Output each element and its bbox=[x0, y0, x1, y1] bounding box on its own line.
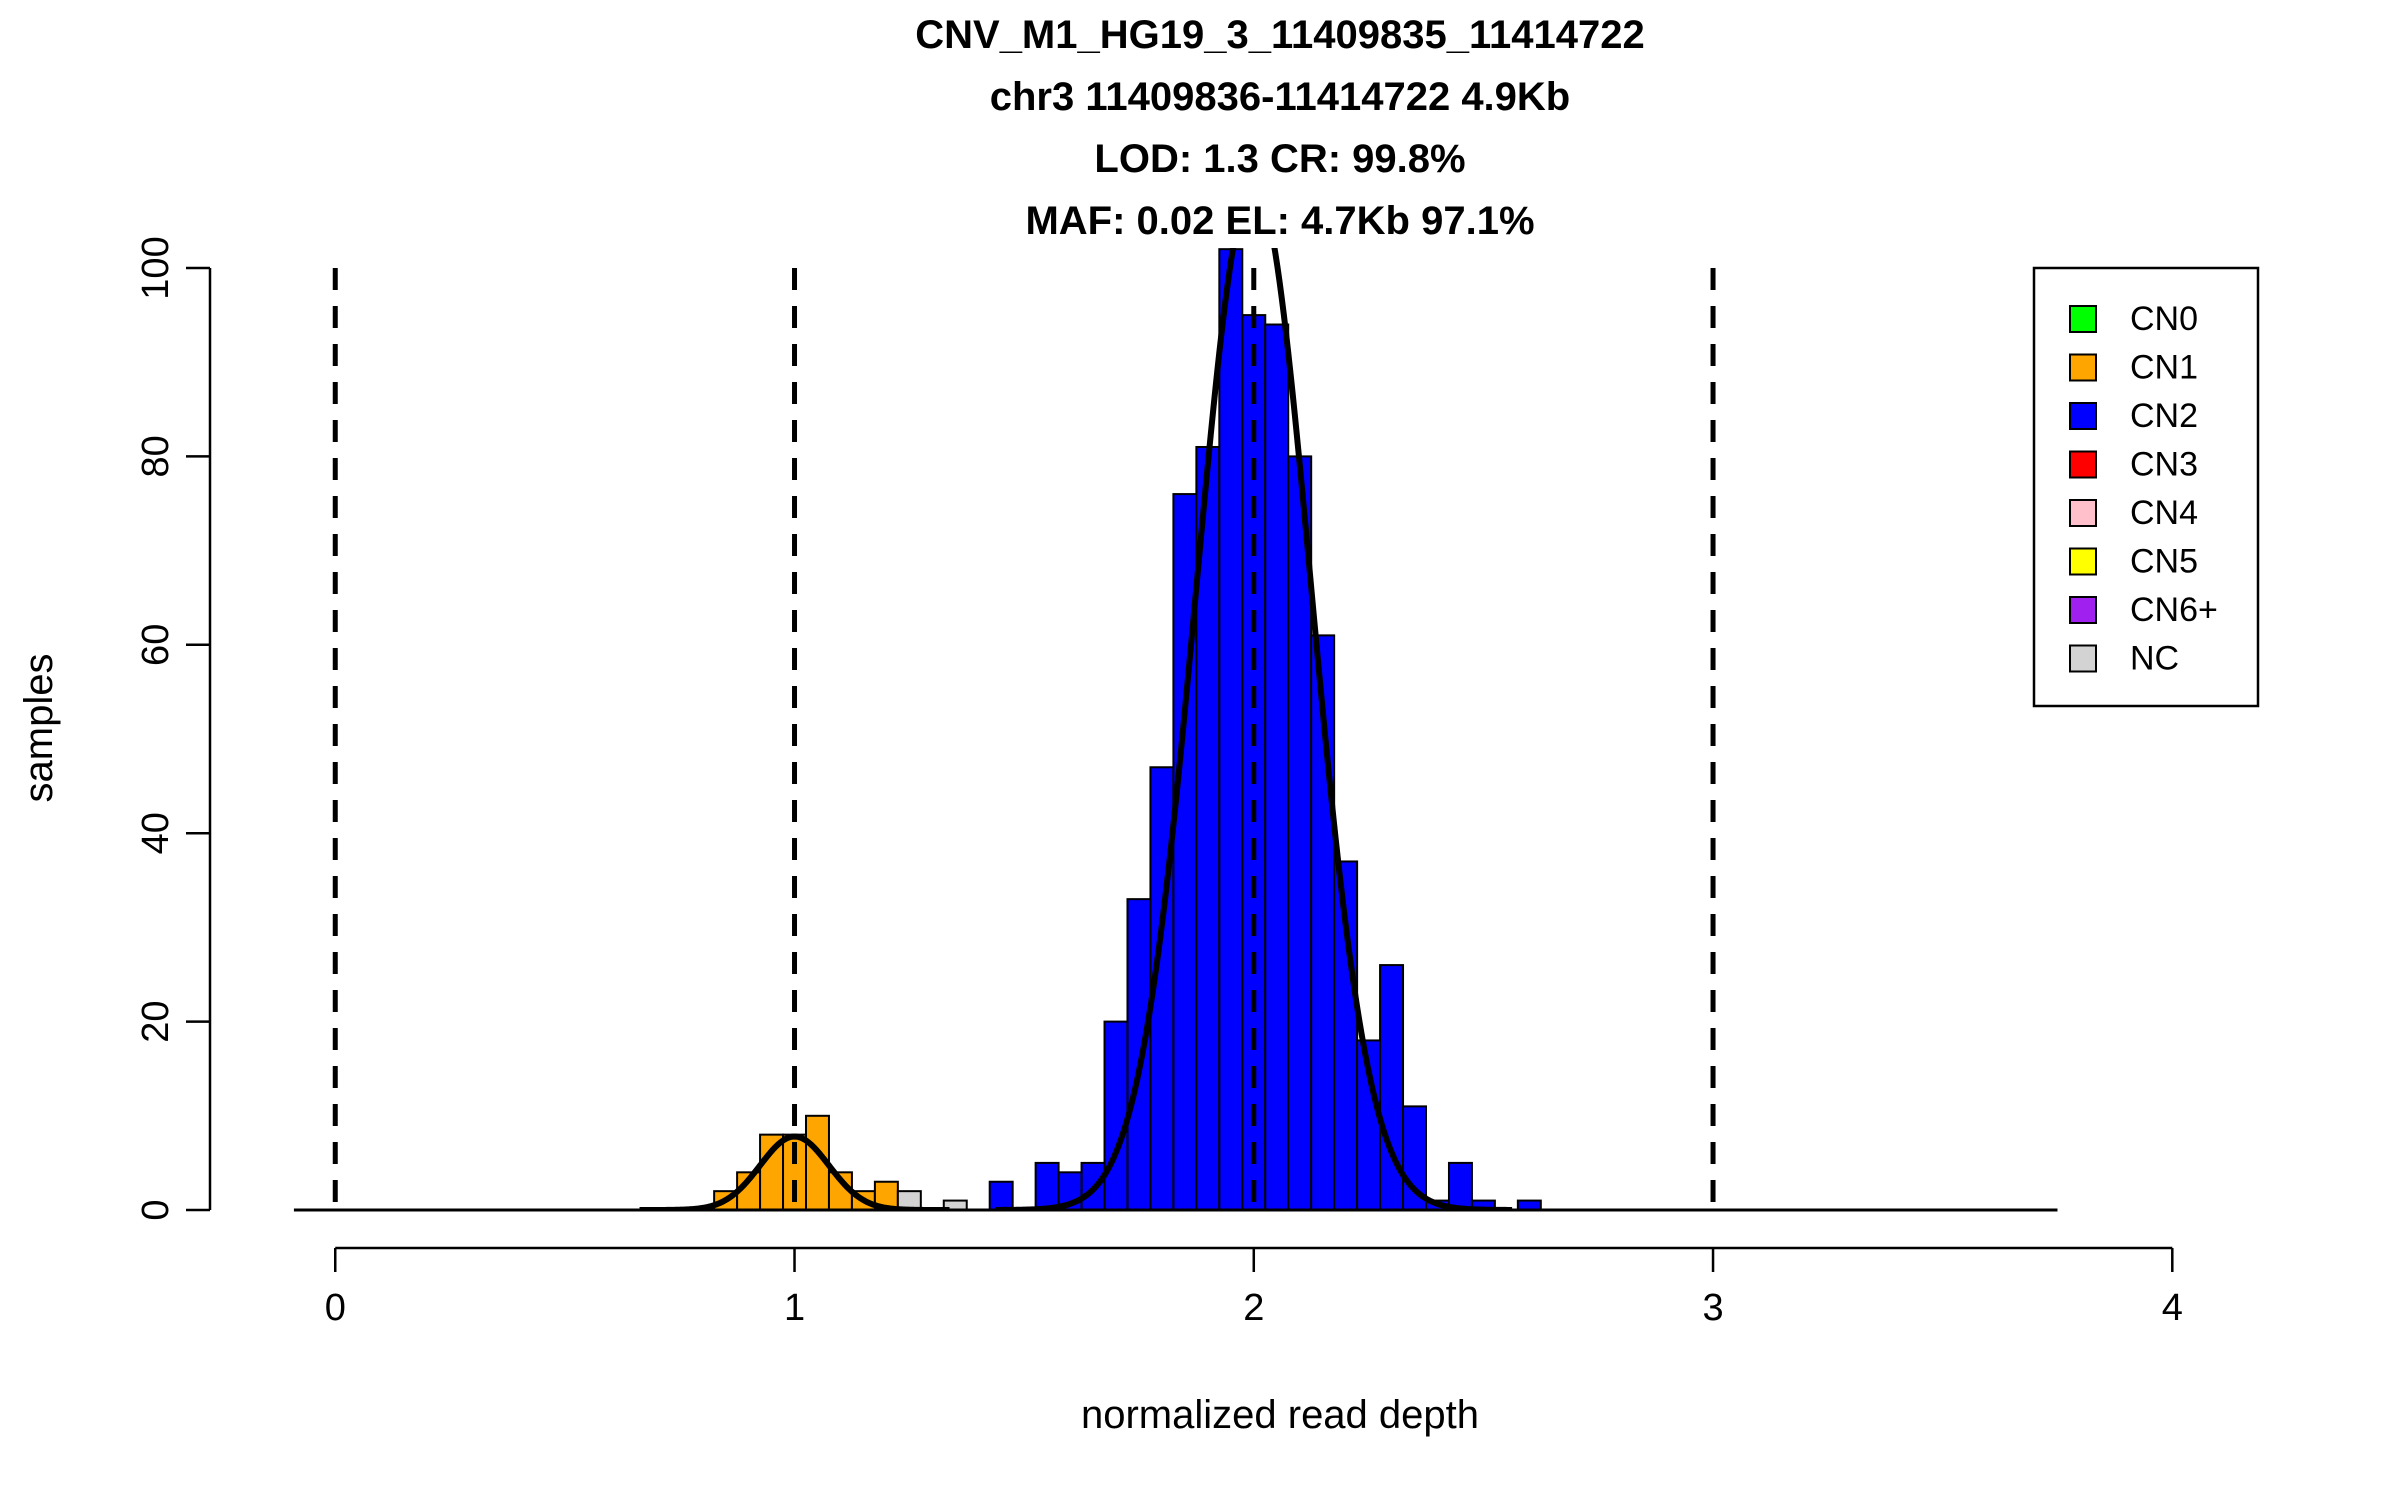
legend-label-2: CN2 bbox=[2130, 397, 2198, 435]
legend-label-0: CN0 bbox=[2130, 300, 2198, 338]
chart-title: CNV_M1_HG19_3_11409835_11414722 chr3 114… bbox=[915, 13, 1645, 243]
legend-swatch-3 bbox=[2069, 450, 2097, 479]
legend-swatch-7 bbox=[2069, 644, 2097, 673]
x-tick-label-4: 4 bbox=[2162, 1287, 2183, 1329]
fit-curves bbox=[639, 248, 1513, 1210]
legend-label-6: CN6+ bbox=[2130, 591, 2218, 629]
histogram-bar-14 bbox=[1103, 1020, 1129, 1211]
legend-swatch-6 bbox=[2069, 596, 2097, 624]
legend-box bbox=[2032, 266, 2260, 708]
histogram-bar-19 bbox=[1218, 248, 1244, 1212]
histogram-bar-11 bbox=[1034, 1161, 1060, 1212]
y-tick-label-5: 100 bbox=[135, 236, 177, 299]
histogram-bar-29 bbox=[1447, 1161, 1473, 1212]
legend-swatch-4 bbox=[2069, 499, 2097, 527]
y-axis-label: samples bbox=[17, 654, 61, 803]
histogram-bar-21 bbox=[1264, 323, 1290, 1211]
legend-label-5: CN5 bbox=[2130, 543, 2198, 581]
y-tick-label-0: 0 bbox=[135, 1199, 177, 1220]
x-axis-label: normalized read depth bbox=[1081, 1393, 1479, 1437]
fit-curve-0 bbox=[639, 1133, 950, 1210]
legend: CN0 CN1 CN2 CN3 CN4 CN5 CN6+ NC bbox=[2032, 266, 2260, 708]
title-line-3: LOD: 1.3 CR: 99.8% bbox=[1094, 137, 1465, 181]
y-tick-label-4: 80 bbox=[135, 435, 177, 477]
legend-swatch-1 bbox=[2069, 353, 2097, 382]
y-tick-label-2: 40 bbox=[135, 812, 177, 854]
x-tick-label-2: 2 bbox=[1243, 1287, 1264, 1329]
y-tick-label-3: 60 bbox=[135, 624, 177, 666]
title-line-4: MAF: 0.02 EL: 4.7Kb 97.1% bbox=[1025, 199, 1534, 243]
histogram-bar-10 bbox=[988, 1180, 1014, 1211]
legend-label-7: NC bbox=[2130, 640, 2179, 678]
reference-lines bbox=[332, 268, 1716, 1210]
legend-label-4: CN4 bbox=[2130, 494, 2198, 532]
histogram-bar-15 bbox=[1126, 898, 1152, 1211]
legend-swatch-2 bbox=[2069, 402, 2097, 430]
legend-label-3: CN3 bbox=[2130, 446, 2198, 484]
title-line-1: CNV_M1_HG19_3_11409835_11414722 bbox=[915, 13, 1645, 57]
legend-swatch-5 bbox=[2069, 547, 2097, 576]
fit-curve-1 bbox=[995, 248, 1513, 1210]
x-tick-label-3: 3 bbox=[1702, 1287, 1723, 1329]
x-tick-label-1: 1 bbox=[784, 1287, 805, 1329]
x-tick-label-0: 0 bbox=[325, 1287, 346, 1329]
y-tick-label-1: 20 bbox=[135, 1000, 177, 1042]
legend-swatch-0 bbox=[2069, 305, 2097, 333]
legend-label-1: CN1 bbox=[2130, 349, 2198, 387]
title-line-2: chr3 11409836-11414722 4.9Kb bbox=[990, 75, 1571, 119]
